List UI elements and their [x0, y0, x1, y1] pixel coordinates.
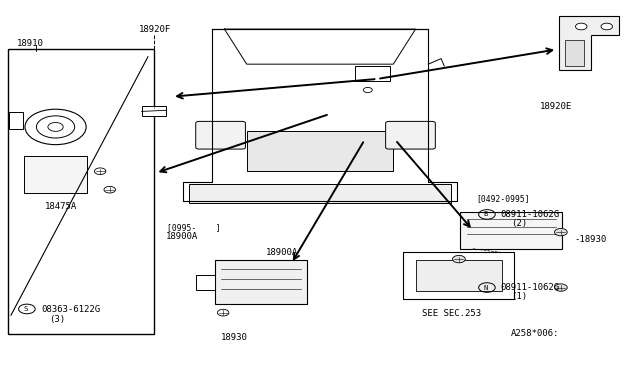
Circle shape: [452, 256, 465, 263]
Text: 18930: 18930: [221, 333, 248, 342]
Text: 18475A: 18475A: [45, 202, 77, 211]
FancyBboxPatch shape: [246, 131, 394, 171]
FancyBboxPatch shape: [196, 121, 246, 149]
Text: S: S: [24, 306, 28, 312]
Text: (1): (1): [511, 292, 527, 301]
FancyBboxPatch shape: [415, 260, 502, 291]
Text: 18910: 18910: [17, 39, 44, 48]
FancyBboxPatch shape: [355, 66, 390, 81]
Polygon shape: [559, 16, 620, 70]
Text: 18920F: 18920F: [138, 25, 171, 33]
FancyBboxPatch shape: [24, 157, 88, 193]
Circle shape: [575, 23, 587, 30]
Circle shape: [601, 23, 612, 30]
Text: 08911-1062G: 08911-1062G: [500, 283, 559, 292]
Text: (3): (3): [49, 315, 65, 324]
FancyBboxPatch shape: [565, 40, 584, 66]
Text: 18900A: 18900A: [166, 232, 198, 241]
FancyBboxPatch shape: [460, 212, 562, 249]
FancyBboxPatch shape: [9, 112, 23, 129]
Text: 08363-6122G: 08363-6122G: [41, 305, 100, 314]
FancyBboxPatch shape: [196, 275, 215, 290]
FancyBboxPatch shape: [386, 121, 435, 149]
Circle shape: [554, 284, 567, 291]
Circle shape: [554, 228, 567, 236]
Text: 18920E: 18920E: [540, 102, 572, 111]
FancyBboxPatch shape: [215, 260, 307, 304]
Text: B: B: [483, 211, 488, 217]
Text: N: N: [483, 285, 488, 291]
Text: 08911-1062G: 08911-1062G: [500, 210, 559, 219]
Text: A258*006:: A258*006:: [511, 329, 559, 338]
FancyBboxPatch shape: [189, 184, 451, 203]
Text: 18900A: 18900A: [266, 248, 298, 257]
FancyBboxPatch shape: [8, 49, 154, 334]
Text: SEE SEC.253: SEE SEC.253: [422, 309, 481, 318]
Text: -18930: -18930: [575, 235, 607, 244]
FancyBboxPatch shape: [403, 253, 515, 299]
Text: [0492-0995]: [0492-0995]: [476, 195, 530, 203]
Text: (2): (2): [511, 219, 527, 228]
Text: [0995-    ]: [0995- ]: [167, 223, 221, 232]
FancyBboxPatch shape: [141, 106, 166, 116]
